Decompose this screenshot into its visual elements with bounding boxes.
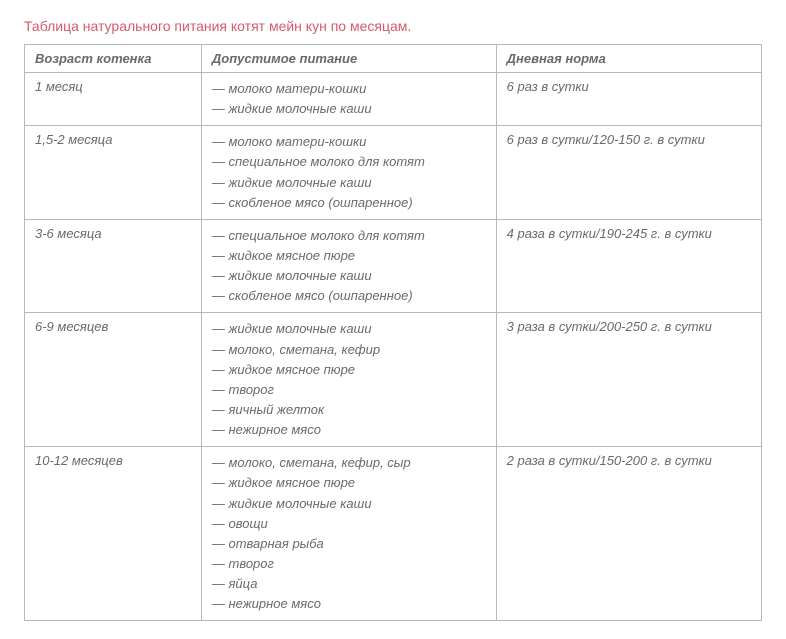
page-title: Таблица натурального питания котят мейн … xyxy=(24,18,762,34)
food-item: — жидкие молочные каши xyxy=(212,494,486,514)
food-item: — жидкое мясное пюре xyxy=(212,360,486,380)
food-item: — молоко, сметана, кефир, сыр xyxy=(212,453,486,473)
food-item: — жидкие молочные каши xyxy=(212,173,486,193)
table-row: 1 месяц— молоко матери-кошки— жидкие мол… xyxy=(25,73,762,126)
food-item: — жидкие молочные каши xyxy=(212,99,486,119)
cell-age: 3-6 месяца xyxy=(25,219,202,313)
col-header-food: Допустимое питание xyxy=(201,45,496,73)
table-header-row: Возраст котенка Допустимое питание Дневн… xyxy=(25,45,762,73)
cell-norm: 6 раз в сутки/120-150 г. в сутки xyxy=(496,126,761,220)
food-item: — специальное молоко для котят xyxy=(212,226,486,246)
food-item: — специальное молоко для котят xyxy=(212,152,486,172)
cell-age: 1,5-2 месяца xyxy=(25,126,202,220)
food-item: — жидкие молочные каши xyxy=(212,319,486,339)
table-row: 6-9 месяцев— жидкие молочные каши— молок… xyxy=(25,313,762,447)
food-item: — отварная рыба xyxy=(212,534,486,554)
food-item: — молоко матери-кошки xyxy=(212,132,486,152)
food-item: — жидкие молочные каши xyxy=(212,266,486,286)
cell-norm: 3 раза в сутки/200-250 г. в сутки xyxy=(496,313,761,447)
cell-age: 6-9 месяцев xyxy=(25,313,202,447)
food-item: — жидкое мясное пюре xyxy=(212,246,486,266)
food-item: — овощи xyxy=(212,514,486,534)
cell-norm: 6 раз в сутки xyxy=(496,73,761,126)
cell-food: — молоко, сметана, кефир, сыр— жидкое мя… xyxy=(201,447,496,621)
food-item: — яйца xyxy=(212,574,486,594)
food-item: — яичный желток xyxy=(212,400,486,420)
feeding-table: Возраст котенка Допустимое питание Дневн… xyxy=(24,44,762,621)
col-header-age: Возраст котенка xyxy=(25,45,202,73)
food-item: — скобленое мясо (ошпаренное) xyxy=(212,193,486,213)
cell-food: — специальное молоко для котят— жидкое м… xyxy=(201,219,496,313)
table-row: 10-12 месяцев— молоко, сметана, кефир, с… xyxy=(25,447,762,621)
cell-food: — жидкие молочные каши— молоко, сметана,… xyxy=(201,313,496,447)
cell-food: — молоко матери-кошки— жидкие молочные к… xyxy=(201,73,496,126)
col-header-norm: Дневная норма xyxy=(496,45,761,73)
cell-norm: 2 раза в сутки/150-200 г. в сутки xyxy=(496,447,761,621)
food-item: — нежирное мясо xyxy=(212,420,486,440)
cell-age: 10-12 месяцев xyxy=(25,447,202,621)
food-item: — нежирное мясо xyxy=(212,594,486,614)
cell-age: 1 месяц xyxy=(25,73,202,126)
cell-food: — молоко матери-кошки— специальное молок… xyxy=(201,126,496,220)
food-item: — творог xyxy=(212,380,486,400)
food-item: — жидкое мясное пюре xyxy=(212,473,486,493)
table-row: 1,5-2 месяца— молоко матери-кошки— специ… xyxy=(25,126,762,220)
food-item: — молоко матери-кошки xyxy=(212,79,486,99)
food-item: — творог xyxy=(212,554,486,574)
food-item: — молоко, сметана, кефир xyxy=(212,340,486,360)
cell-norm: 4 раза в сутки/190-245 г. в сутки xyxy=(496,219,761,313)
food-item: — скобленое мясо (ошпаренное) xyxy=(212,286,486,306)
table-row: 3-6 месяца— специальное молоко для котят… xyxy=(25,219,762,313)
